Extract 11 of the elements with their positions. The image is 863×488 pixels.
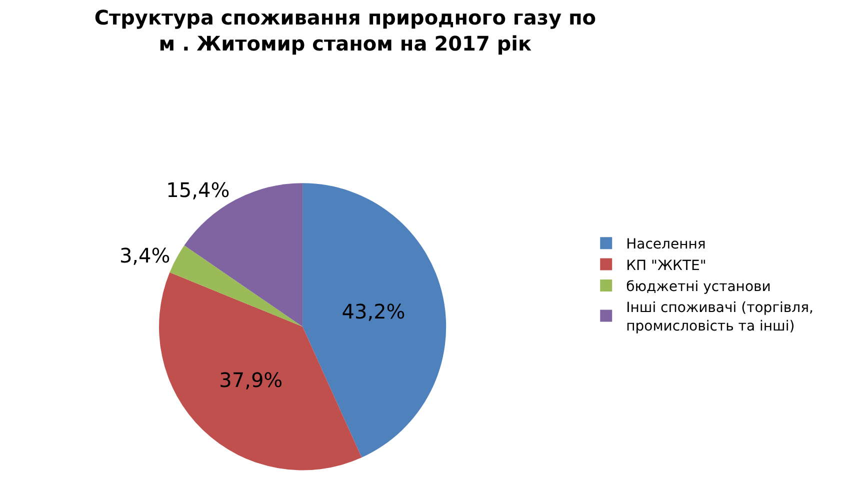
chart-title: Структура споживання природного газу по м . Житомир станом на 2017 рік <box>94 5 596 56</box>
data-label: 15,4% <box>166 178 230 202</box>
pie-slice <box>170 245 303 327</box>
data-label: 3,4% <box>119 244 170 268</box>
legend-label: бюджетні установи <box>626 278 771 295</box>
legend-label: Населення <box>626 236 706 253</box>
data-label: 43,2% <box>342 299 406 324</box>
legend-label: КП "ЖКТЕ" <box>626 258 706 274</box>
legend-label: Інші споживачі (торгівля, промисловість та інші) <box>626 300 814 334</box>
pie-slice <box>302 183 446 458</box>
data-label: 37,9% <box>219 368 283 392</box>
